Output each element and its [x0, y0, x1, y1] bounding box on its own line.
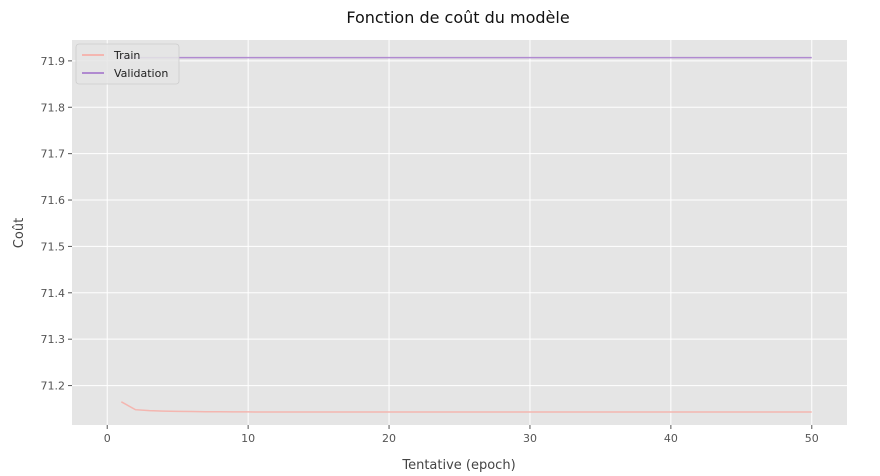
y-tick-label: 71.6 — [41, 194, 66, 207]
y-tick-label: 71.4 — [41, 287, 66, 300]
x-tick-label: 0 — [104, 432, 111, 445]
x-tick-label: 30 — [523, 432, 537, 445]
y-tick-label: 71.5 — [41, 240, 66, 253]
series-layer — [120, 56, 812, 413]
grid-lines — [72, 40, 847, 425]
x-tick-label: 20 — [382, 432, 396, 445]
x-tick-label: 40 — [664, 432, 678, 445]
y-tick-label: 71.3 — [41, 333, 66, 346]
y-tick-label: 71.9 — [41, 55, 66, 68]
y-tick-label: 71.7 — [41, 148, 66, 161]
legend: Train Validation — [75, 43, 180, 85]
x-axis-ticks: 0 10 20 30 40 50 — [104, 425, 819, 445]
chart-title: Fonction de coût du modèle — [346, 8, 569, 27]
x-axis-label: Tentative (epoch) — [401, 458, 515, 473]
y-axis-label: Coût — [12, 218, 27, 248]
y-axis-ticks: 71.2 71.3 71.4 71.5 71.6 71.7 71.8 71.9 — [41, 55, 72, 393]
legend-label-validation: Validation — [114, 67, 168, 80]
plot-area — [72, 40, 847, 425]
y-tick-label: 71.2 — [41, 380, 66, 393]
series-line-train — [120, 401, 812, 413]
y-tick-label: 71.8 — [41, 101, 66, 114]
x-tick-label: 10 — [241, 432, 255, 445]
legend-label-train: Train — [113, 49, 140, 62]
x-tick-label: 50 — [805, 432, 819, 445]
